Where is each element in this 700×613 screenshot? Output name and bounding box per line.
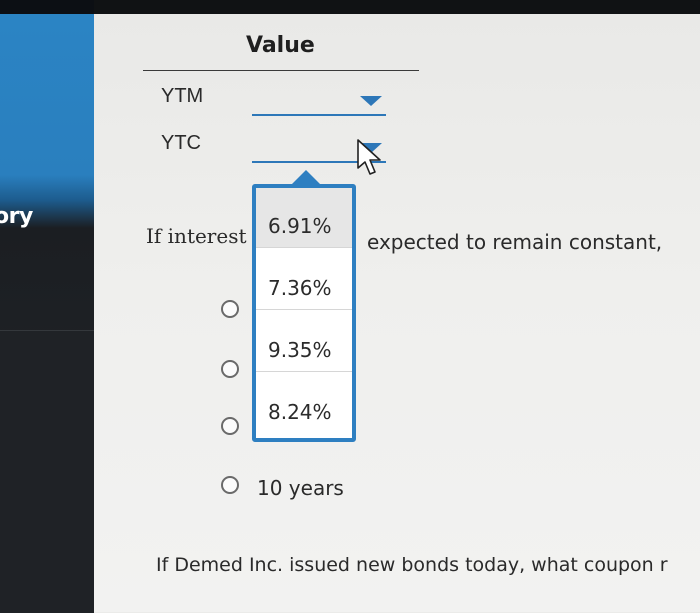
dropdown-menu: 6.91% 7.36% 9.35% 8.24% <box>252 184 356 442</box>
answer-radio-1[interactable] <box>221 300 239 318</box>
top-bar <box>94 0 700 14</box>
mouse-pointer-icon <box>357 139 381 175</box>
answer-radio-2[interactable] <box>221 360 239 378</box>
sidebar-item-label[interactable]: ory <box>0 204 33 229</box>
dropdown-option[interactable]: 6.91% <box>256 188 352 248</box>
dropdown-option-label: 6.91% <box>268 214 332 238</box>
answer-radio-3[interactable] <box>221 417 239 435</box>
header-divider <box>143 70 419 71</box>
question-text-left: If interest <box>146 224 247 248</box>
answer-radio-4[interactable] <box>221 476 239 494</box>
question-text-right: expected to remain constant, <box>367 230 663 254</box>
sidebar-lower-panel <box>0 330 94 613</box>
ytm-select[interactable] <box>252 90 386 116</box>
dropdown-option-label: 9.35% <box>268 338 332 362</box>
dropdown-option[interactable]: 8.24% <box>256 374 352 434</box>
value-column-header: Value <box>246 33 315 58</box>
dropdown-option-label: 7.36% <box>268 276 332 300</box>
caret-down-icon[interactable] <box>360 143 382 153</box>
caret-down-icon[interactable] <box>360 96 382 106</box>
question-content <box>94 14 700 612</box>
ytc-label: YTC <box>161 132 201 154</box>
ytm-label: YTM <box>161 85 204 107</box>
dropdown-option[interactable]: 9.35% <box>256 312 352 372</box>
dropdown-pointer <box>292 170 320 184</box>
dropdown-option[interactable]: 7.36% <box>256 250 352 310</box>
next-question-text: If Demed Inc. issued new bonds today, wh… <box>156 554 668 576</box>
answer-radio-label[interactable]: 10 years <box>257 476 344 500</box>
ytc-select[interactable] <box>252 137 386 163</box>
dropdown-option-label: 8.24% <box>268 400 332 424</box>
